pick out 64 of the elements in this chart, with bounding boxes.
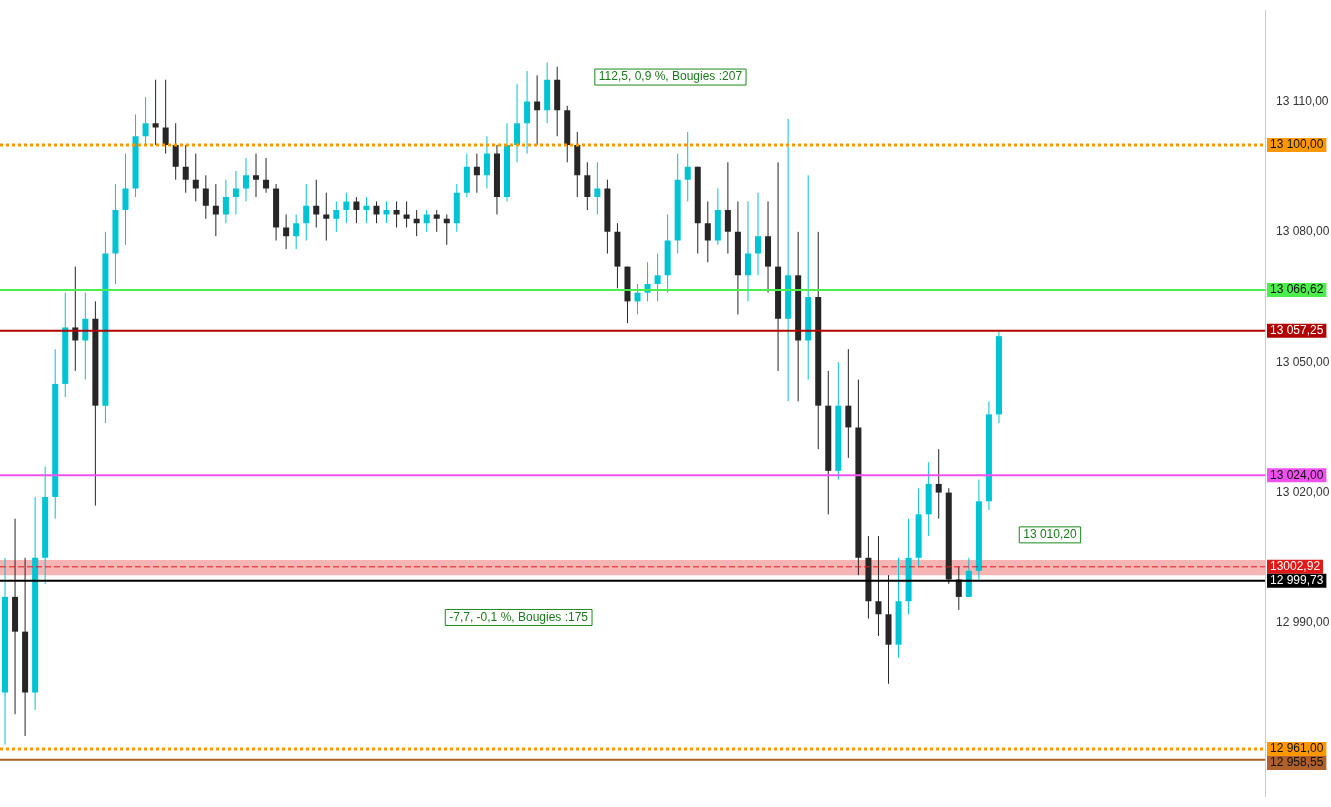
- candlestick: [343, 192, 350, 224]
- annotation: 112,5, 0,9 %, Bougies :207: [598, 69, 743, 84]
- candlestick: [222, 179, 229, 224]
- candlestick: [423, 209, 430, 233]
- candlestick: [333, 200, 340, 233]
- candlestick: [754, 192, 762, 276]
- candlestick: [704, 200, 711, 263]
- candlestick: [242, 157, 249, 202]
- candlestick: [383, 200, 390, 224]
- candlestick: [483, 135, 490, 189]
- candlestick: [594, 161, 601, 215]
- candlestick: [413, 209, 420, 237]
- candlestick: [584, 161, 591, 211]
- y-tick-label: 13 020,00: [1276, 484, 1330, 499]
- candlestick: [875, 535, 882, 637]
- y-tick-label: 12 990,00: [1276, 615, 1330, 630]
- ref-line-label: 12 999,73: [1270, 573, 1324, 588]
- ref-line-label: 13 057,25: [1270, 323, 1324, 338]
- candlestick: [263, 157, 270, 194]
- candlestick: [634, 283, 641, 315]
- candlestick: [654, 253, 661, 302]
- candlestick: [172, 122, 179, 181]
- candlestick: [212, 183, 219, 237]
- y-tick-label: 13 080,00: [1276, 224, 1330, 239]
- candlestick: [393, 200, 400, 228]
- candlestick: [353, 196, 360, 224]
- candlestick: [845, 348, 852, 459]
- candlestick: [684, 131, 691, 202]
- candlestick: [152, 79, 159, 146]
- candlestick: [724, 161, 731, 255]
- ref-line-label: 12 961,00: [1270, 741, 1324, 756]
- candlestick: [373, 200, 380, 224]
- candlestick: [363, 196, 370, 224]
- ref-line-label: 12 958,55: [1270, 755, 1324, 770]
- candlestick: [935, 448, 942, 520]
- candlestick: [443, 213, 450, 246]
- candlestick: [524, 70, 531, 155]
- candlestick: [303, 183, 310, 242]
- annotation: 13 010,20: [1023, 527, 1077, 542]
- candlestick: [253, 153, 260, 198]
- candlestick: [514, 83, 521, 163]
- annotation: -7,7, -0,1 %, Bougies :175: [449, 609, 589, 624]
- ref-line-label: 13002,92: [1270, 559, 1321, 574]
- y-tick-label: 13 110,00: [1276, 93, 1329, 108]
- candlestick: [744, 200, 751, 302]
- candlestick: [162, 79, 169, 155]
- candlestick: [403, 200, 410, 228]
- ref-line-label: 13 066,62: [1270, 282, 1324, 297]
- candlestick: [202, 174, 209, 220]
- candlestick: [192, 153, 199, 202]
- candlestick: [122, 153, 129, 246]
- candlestick: [283, 213, 290, 250]
- ref-line-label: 13 100,00: [1270, 137, 1324, 152]
- candlestick: [313, 179, 320, 228]
- candlestick: [433, 209, 440, 233]
- candlestick: [293, 213, 300, 250]
- candlestick: [232, 170, 239, 215]
- ref-line-label: 13 024,00: [1270, 467, 1324, 482]
- candlestick: [182, 144, 189, 194]
- y-tick-label: 13 050,00: [1276, 354, 1330, 369]
- candlestick: [534, 74, 541, 146]
- candlestick: [323, 192, 330, 242]
- candlestick: [142, 96, 149, 146]
- candlestick: [473, 153, 480, 194]
